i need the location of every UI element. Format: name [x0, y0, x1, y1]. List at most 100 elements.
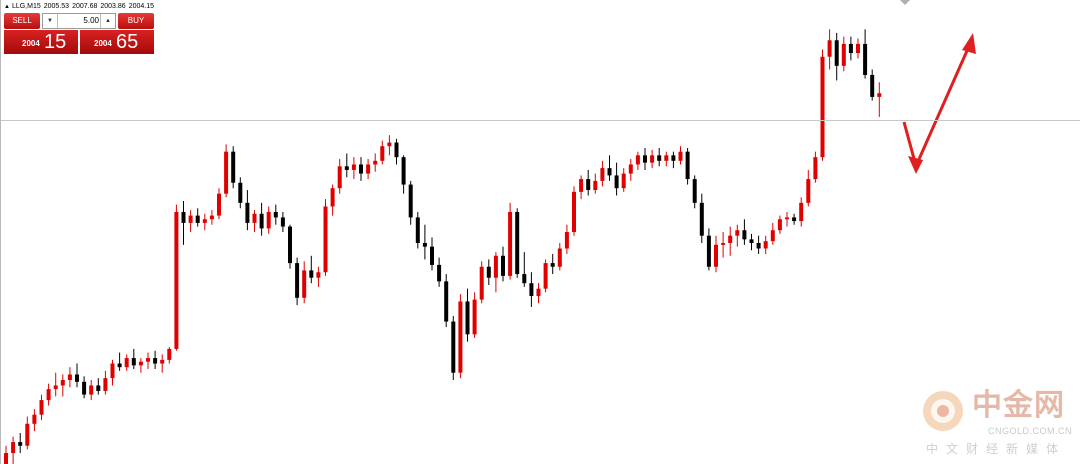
candle-body	[273, 211, 278, 218]
candle	[557, 243, 562, 271]
candle	[110, 359, 115, 386]
candle	[600, 160, 605, 187]
candle	[344, 153, 349, 178]
buy-quote[interactable]: 2004 65	[80, 30, 154, 54]
candle-body	[60, 379, 65, 386]
candle	[714, 235, 718, 273]
lot-stepper-icon[interactable]: ▲	[100, 14, 115, 28]
buy-button[interactable]: BUY	[118, 13, 154, 29]
candle-body	[657, 155, 662, 161]
candle-body	[458, 301, 463, 373]
candle-body	[813, 157, 818, 180]
candle	[259, 202, 264, 236]
candle	[25, 416, 30, 450]
candle	[82, 376, 87, 399]
candle-body	[877, 93, 882, 97]
candle-body	[53, 385, 58, 390]
candle	[735, 224, 740, 247]
projection-arrow	[902, 33, 976, 174]
candle-body	[529, 283, 534, 296]
candle	[373, 153, 378, 172]
candle-body	[870, 74, 875, 97]
candle-body	[806, 179, 811, 203]
lot-dropdown-icon[interactable]: ▼	[43, 14, 58, 28]
candle-body	[792, 217, 797, 222]
candle	[721, 232, 726, 258]
triangle-icon: ▲	[4, 4, 10, 10]
candle	[401, 155, 406, 194]
candle	[11, 436, 16, 464]
candle	[678, 146, 683, 165]
candle-body	[557, 248, 562, 267]
candle	[657, 148, 662, 167]
candle	[664, 151, 669, 167]
candle	[415, 211, 420, 249]
candle-body	[508, 211, 513, 276]
candle-body	[486, 266, 491, 278]
candle-body	[685, 151, 690, 180]
candle	[124, 354, 129, 371]
candle	[572, 186, 576, 236]
candle-body	[295, 263, 300, 298]
candle-body	[635, 155, 640, 165]
candle-body	[728, 235, 733, 243]
candle-body	[330, 188, 335, 207]
candle	[188, 210, 193, 233]
candle	[870, 69, 875, 101]
candle-body	[124, 358, 129, 368]
candle	[742, 219, 747, 245]
candle-body	[799, 202, 804, 222]
candle-body	[415, 217, 420, 243]
candle-body	[742, 230, 747, 240]
period-separator-marker	[900, 0, 910, 5]
candle-body	[280, 217, 285, 227]
candle	[39, 394, 44, 421]
sell-button[interactable]: SELL	[4, 13, 40, 29]
candle	[295, 257, 300, 306]
candle-body	[46, 389, 51, 401]
candle-body	[288, 226, 292, 264]
candle-body	[472, 299, 477, 335]
candle	[266, 206, 271, 234]
candle	[848, 36, 853, 61]
candle	[280, 211, 285, 233]
candle	[160, 354, 165, 373]
watermark-domain: CNGOLD.COM.CN	[988, 426, 1073, 436]
candle-body	[138, 361, 143, 366]
candle	[699, 193, 704, 243]
candle-body	[181, 211, 186, 223]
candle	[671, 151, 676, 169]
candle	[529, 272, 534, 307]
candle-body	[394, 142, 399, 158]
candle-body	[756, 243, 761, 249]
candle-body	[607, 168, 612, 176]
candle	[706, 228, 711, 271]
symbol-header: ▲ LLG,M15 2005.53 2007.68 2003.86 2004.15	[4, 2, 157, 12]
candle	[650, 149, 655, 169]
watermark-brand: 中金网	[972, 389, 1065, 422]
lot-size-field[interactable]: ▼ 5.00 ▲	[42, 13, 116, 29]
watermark-tagline: 中文财经新媒体	[926, 442, 1067, 456]
candle	[458, 294, 463, 379]
candle-body	[245, 202, 250, 223]
candle	[643, 148, 647, 170]
candle	[245, 190, 250, 231]
candle-body	[103, 378, 108, 391]
candle-body	[131, 358, 136, 366]
candle-body	[316, 272, 321, 278]
candle-body	[671, 155, 676, 161]
candle-body	[444, 281, 449, 322]
candle	[89, 379, 94, 401]
candle-body	[252, 213, 257, 223]
candle-body	[735, 230, 740, 236]
cngold-logo-icon	[923, 391, 963, 431]
lot-size-value[interactable]: 5.00	[83, 16, 99, 25]
candle	[777, 215, 782, 234]
candle	[614, 162, 619, 196]
candle-body	[437, 264, 442, 282]
sell-quote[interactable]: 2004 15	[4, 30, 78, 54]
candle-body	[167, 348, 172, 360]
candle	[209, 210, 214, 225]
candle	[515, 208, 520, 278]
